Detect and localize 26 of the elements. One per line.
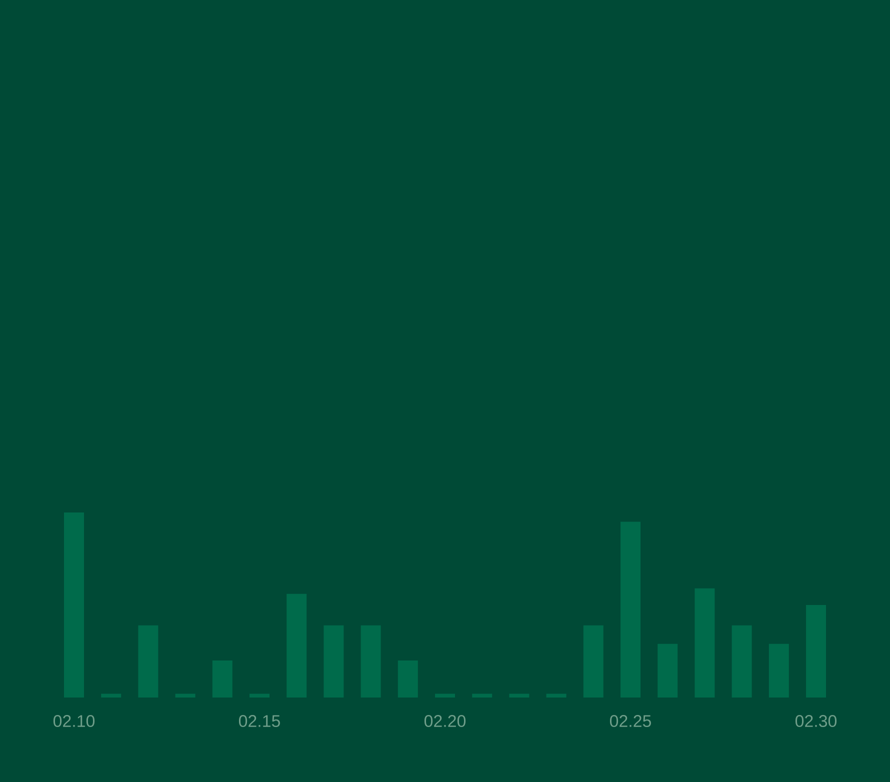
x-tick-label: 02.25 [610,715,651,728]
bar [250,694,270,698]
bar [732,625,752,698]
bar [286,594,307,698]
bar [64,512,84,698]
bar [175,694,196,698]
bar [620,522,641,698]
bar [138,625,158,698]
bar [509,694,530,698]
bar [658,644,678,698]
bar [360,625,381,698]
bar [768,644,789,698]
bar [324,625,344,698]
bar [398,660,418,698]
x-tick-label: 02.20 [424,715,466,728]
x-tick-label: 02.30 [795,715,837,728]
x-tick-label: 02.10 [53,715,95,728]
bar [472,694,492,698]
bar [694,588,715,698]
bar [583,625,604,698]
bar [806,605,826,698]
bar [212,660,232,698]
bar [101,694,122,698]
bar [546,694,566,698]
x-tick-label: 02.15 [238,715,280,728]
bar [435,694,456,698]
